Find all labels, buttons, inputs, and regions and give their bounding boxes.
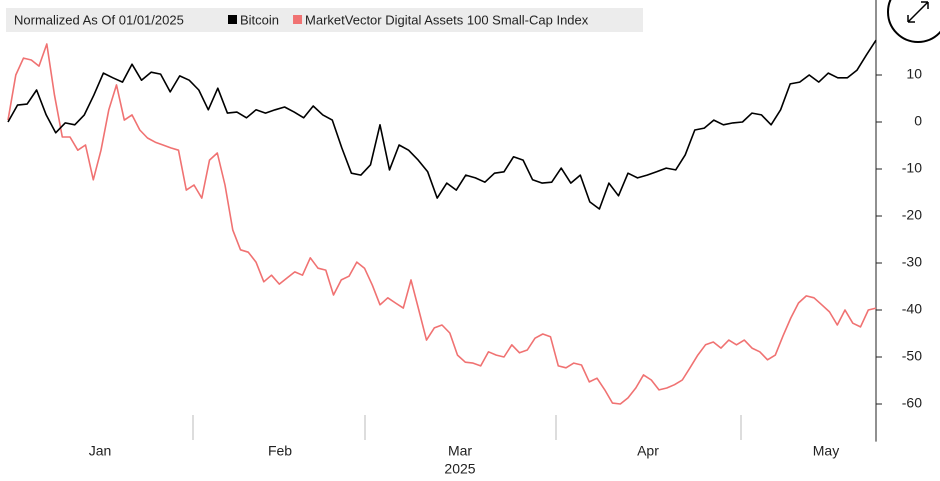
y-tick-label: 10 bbox=[906, 66, 922, 82]
y-tick-label: -30 bbox=[902, 254, 922, 270]
x-tick-label: Mar bbox=[448, 443, 472, 459]
x-tick-label: Feb bbox=[268, 443, 292, 459]
y-tick-label: -60 bbox=[902, 395, 922, 411]
y-tick-label: -20 bbox=[902, 207, 922, 223]
legend-background bbox=[6, 8, 643, 32]
legend-title: Normalized As Of 01/01/2025 bbox=[14, 12, 184, 27]
legend-swatch bbox=[293, 15, 303, 24]
legend-label: MarketVector Digital Assets 100 Small-Ca… bbox=[305, 12, 589, 27]
series-line bbox=[7, 39, 877, 210]
y-tick-label: -10 bbox=[902, 160, 922, 176]
expand-button[interactable] bbox=[887, 0, 940, 43]
expand-icon bbox=[907, 1, 929, 23]
legend-swatch bbox=[228, 15, 237, 24]
y-tick-label: -40 bbox=[902, 301, 922, 317]
x-tick-label: May bbox=[813, 443, 839, 459]
y-tick-label: 0 bbox=[914, 113, 922, 129]
x-tick-label: Apr bbox=[637, 443, 659, 459]
x-tick-label: Jan bbox=[89, 443, 112, 459]
legend: Normalized As Of 01/01/2025 Bitcoin Marke… bbox=[6, 8, 643, 32]
legend-label: Bitcoin bbox=[240, 12, 279, 27]
series-line bbox=[7, 43, 877, 405]
x-year-label: 2025 bbox=[444, 461, 475, 477]
y-tick-label: -50 bbox=[902, 348, 922, 364]
